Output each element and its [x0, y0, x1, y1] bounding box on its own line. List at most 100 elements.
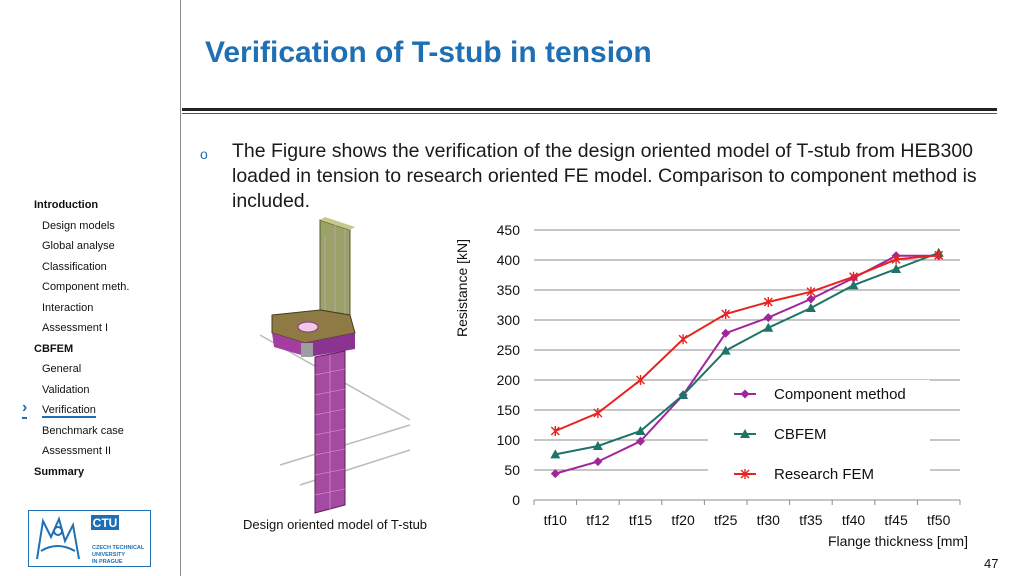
svg-text:CZECH TECHNICAL: CZECH TECHNICAL [92, 545, 145, 551]
y-tick-label: 150 [497, 402, 521, 418]
nav-item-interaction[interactable]: Interaction [34, 299, 129, 320]
series-line-component-method [555, 254, 939, 475]
point-cbfem [635, 426, 646, 435]
nav-item-label: Validation [42, 383, 90, 396]
point-component-method [550, 469, 560, 479]
y-tick-label: 200 [497, 372, 521, 388]
x-tick-label: tf30 [757, 512, 781, 528]
sidebar-divider [180, 0, 181, 576]
nav-item-label: Summary [34, 465, 85, 478]
x-tick-label: tf10 [544, 512, 568, 528]
active-chevron-icon: › [22, 399, 28, 419]
x-tick-label: tf50 [927, 512, 951, 528]
nav-item-cbfem[interactable]: CBFEM [34, 340, 129, 361]
legend-marker-research-fem [740, 469, 750, 479]
y-tick-label: 50 [504, 462, 520, 478]
model-caption: Design oriented model of T-stub [243, 517, 428, 532]
legend-label-research-fem: Research FEM [774, 466, 874, 483]
nav-item-introduction[interactable]: Introduction [34, 196, 129, 217]
title-rule-thick [182, 108, 997, 111]
nav-item-label: Component meth. [42, 281, 130, 293]
svg-text:UNIVERSITY: UNIVERSITY [92, 552, 125, 558]
nav-item-label: Verification [42, 404, 96, 418]
sidebar-nav: Introduction Design models Global analyse C… [22, 196, 129, 484]
nav-item-label: Global analyse [42, 240, 115, 252]
point-cbfem [550, 449, 561, 459]
x-tick-label: tf25 [714, 512, 738, 528]
nav-item-global-analyse[interactable]: Global analyse [34, 237, 129, 258]
point-cbfem [805, 303, 816, 312]
point-component-method [763, 313, 773, 323]
nav-item-summary[interactable]: Summary [34, 463, 129, 484]
series-line-research-fem [554, 254, 939, 432]
legend-label-component-method: Component method [774, 386, 906, 403]
x-tick-label: tf40 [842, 512, 866, 528]
point-research-fem [550, 426, 560, 436]
point-cbfem [848, 280, 859, 290]
x-tick-label: tf45 [884, 512, 908, 528]
point-cbfem [891, 264, 902, 273]
nav-item-label: Classification [42, 260, 107, 273]
point-component-method [593, 457, 603, 467]
legend-marker-cbfem [740, 429, 750, 438]
point-research-fem [721, 309, 731, 319]
nav-item-label: Assessment I [42, 322, 109, 334]
nav-item-label: Benchmark case [42, 424, 124, 437]
nav-item-label: Assessment II [42, 445, 112, 457]
slide-body-text: The Figure shows the verification of the… [232, 140, 977, 212]
svg-text:IN PRAGUE: IN PRAGUE [92, 559, 123, 565]
point-research-fem [934, 250, 944, 261]
lion-emblem-icon [36, 516, 80, 560]
legend-label-cbfem: CBFEM [774, 426, 827, 443]
point-research-fem [849, 271, 858, 282]
page-number: 47 [984, 556, 999, 571]
series-line-cbfem [555, 251, 940, 456]
point-research-fem [806, 286, 816, 297]
x-tick-label: tf15 [629, 512, 653, 528]
nav-item-label: Introduction [34, 199, 99, 211]
nav-item-classification[interactable]: Classification [34, 258, 129, 279]
point-research-fem [678, 334, 688, 345]
nav-item-design-models[interactable]: Design models [34, 217, 129, 238]
nav-item-benchmark-case[interactable]: Benchmark case [34, 422, 129, 443]
nav-item-label: General [42, 363, 82, 375]
x-axis-label: Flange thickness [mm] [828, 533, 968, 549]
nav-item-verification[interactable]: › Verification [22, 399, 129, 422]
bullet-icon: o [200, 146, 208, 162]
t-stub-model-image [259, 215, 411, 515]
resistance-chart: 0 50 100 150 200 250 300 350 400 450 tf10 tf12 tf15 t… [454, 222, 968, 549]
point-research-fem [891, 254, 901, 265]
legend-marker-component-method [740, 389, 750, 399]
y-tick-label: 100 [497, 432, 521, 448]
point-research-fem [593, 408, 603, 418]
point-component-method [636, 436, 645, 446]
svg-text:CTU: CTU [93, 516, 118, 530]
x-tick-label: tf12 [586, 512, 610, 528]
title-rule-thin [182, 113, 997, 114]
point-cbfem [592, 441, 603, 450]
x-tick-label: tf35 [799, 512, 823, 528]
y-tick-label: 250 [497, 342, 521, 358]
point-cbfem [763, 322, 774, 332]
y-tick-label: 0 [512, 492, 520, 508]
nav-item-component-meth[interactable]: Component meth. [34, 278, 129, 299]
point-component-method [721, 328, 731, 338]
y-tick-label: 300 [497, 312, 521, 328]
nav-item-validation[interactable]: Validation [34, 381, 129, 402]
nav-item-label: Interaction [42, 301, 94, 314]
slide-title: Verification of T-stub in tension [205, 36, 652, 69]
point-cbfem [720, 345, 731, 355]
y-tick-label: 350 [497, 282, 521, 298]
nav-item-general[interactable]: General [34, 360, 129, 381]
x-tick-label: tf20 [671, 512, 695, 528]
nav-item-assessment-ii[interactable]: Assessment II [34, 442, 129, 463]
y-tick-label: 400 [497, 252, 521, 268]
point-component-method [806, 294, 816, 304]
y-axis-label: Resistance [kN] [454, 239, 470, 337]
ctu-logo: CTU CZECH TECHNICAL UNIVERSITY IN PRAGUE [28, 510, 151, 567]
nav-item-label: CBFEM [34, 342, 74, 355]
nav-item-label: Design models [42, 219, 115, 232]
point-research-fem [636, 375, 645, 385]
nav-item-assessment-i[interactable]: Assessment I [34, 319, 129, 340]
y-tick-label: 450 [497, 222, 521, 238]
